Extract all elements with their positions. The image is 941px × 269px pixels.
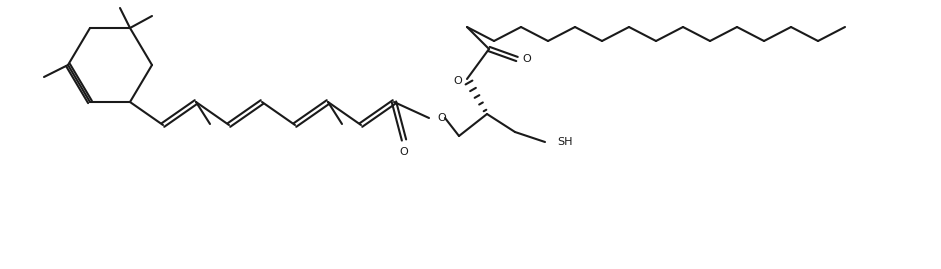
Text: O: O xyxy=(522,54,532,64)
Text: O: O xyxy=(454,76,462,86)
Text: O: O xyxy=(437,113,446,123)
Text: O: O xyxy=(400,147,408,157)
Text: SH: SH xyxy=(557,137,572,147)
